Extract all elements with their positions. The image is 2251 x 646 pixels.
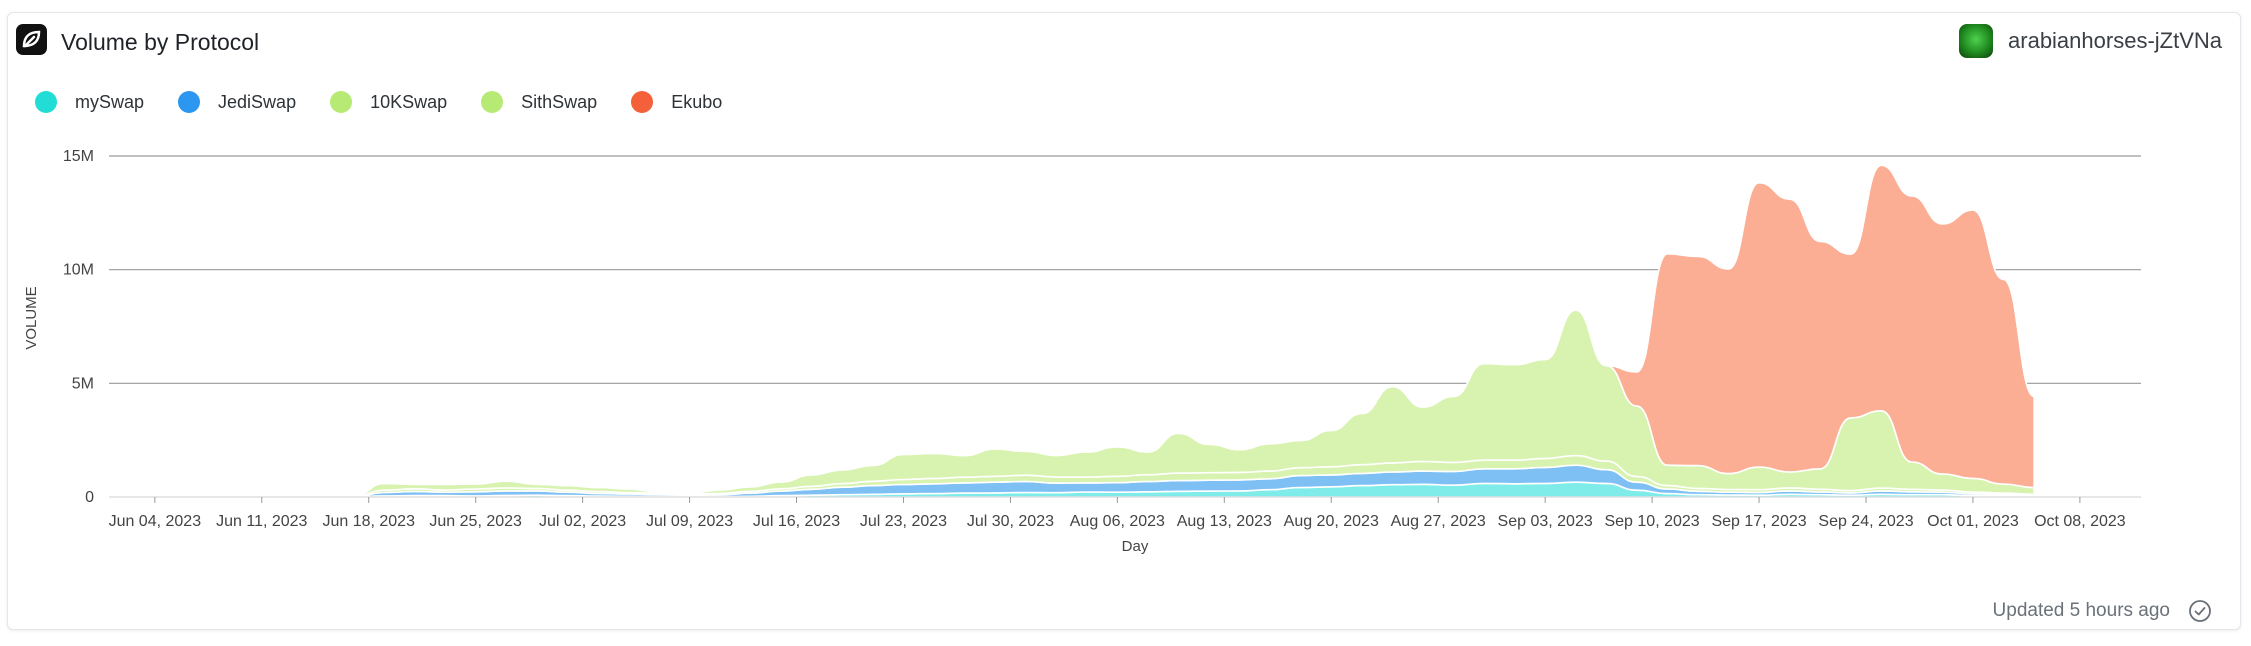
legend-label-ekubo: Ekubo (671, 91, 723, 112)
user-avatar[interactable] (1959, 24, 1994, 58)
user-badge[interactable]: arabianhorses-jZtVNa (1959, 24, 2222, 58)
app-logo-icon (16, 24, 47, 55)
x-tick-label: Sep 03, 2023 (1498, 513, 1593, 530)
x-tick-label: Jul 23, 2023 (860, 513, 947, 530)
legend-item-10kswap[interactable]: 10KSwap (330, 91, 447, 113)
chart-card: Volume by Protocol arabianhorses-jZtVNa … (7, 12, 2241, 630)
updated-timestamp: Updated 5 hours ago (1992, 600, 2170, 621)
y-tick-label: 5M (72, 375, 94, 392)
legend-dot-jediswap (178, 91, 201, 113)
legend-item-ekubo[interactable]: Ekubo (631, 91, 722, 113)
x-tick-label: Jul 09, 2023 (646, 513, 733, 530)
y-tick-label: 10M (63, 262, 94, 279)
x-tick-label: Sep 17, 2023 (1711, 513, 1806, 530)
legend-label-10kswap: 10KSwap (370, 91, 448, 112)
y-tick-label: 0 (85, 489, 94, 506)
x-tick-label: Sep 10, 2023 (1604, 513, 1699, 530)
check-circle-icon[interactable] (2188, 599, 2212, 623)
y-axis-title: VOLUME (23, 286, 40, 349)
legend-dot-sithswap (481, 91, 504, 113)
x-tick-label: Aug 06, 2023 (1070, 513, 1165, 530)
x-axis-title: Day (1122, 538, 1149, 555)
x-tick-label: Jul 30, 2023 (967, 513, 1054, 530)
x-tick-label: Jun 25, 2023 (429, 513, 522, 530)
legend-item-sithswap[interactable]: SithSwap (481, 91, 597, 113)
x-tick-label: Aug 27, 2023 (1391, 513, 1486, 530)
x-tick-label: Oct 08, 2023 (2034, 513, 2126, 530)
volume-area-chart[interactable]: 0 5M 10M 15M Jun 04, 2023 Jun 11, 2023 Jun 18,… (8, 13, 2242, 583)
x-tick-label: Jun 18, 2023 (322, 513, 415, 530)
legend-item-myswap[interactable]: mySwap (35, 91, 144, 113)
x-tick-label: Aug 20, 2023 (1284, 513, 1379, 530)
x-tick-label: Oct 01, 2023 (1927, 513, 2019, 530)
user-name[interactable]: arabianhorses-jZtVNa (2008, 28, 2222, 53)
chart-footer: Updated 5 hours ago (1993, 599, 2212, 623)
legend-dot-ekubo (631, 91, 654, 113)
legend-item-jediswap[interactable]: JediSwap (178, 91, 296, 113)
x-tick-label: Jul 16, 2023 (753, 513, 840, 530)
legend-label-sithswap: SithSwap (521, 91, 598, 112)
chart-legend: mySwap JediSwap 10KSwap SithSwap Ekubo (35, 89, 756, 115)
legend-dot-myswap (35, 91, 57, 113)
x-tick-label: Aug 13, 2023 (1177, 513, 1272, 530)
x-tick-label: Jul 02, 2023 (539, 513, 626, 530)
legend-label-jediswap: JediSwap (218, 91, 297, 112)
y-tick-label: 15M (63, 148, 94, 165)
x-tick-label: Jun 04, 2023 (109, 513, 202, 530)
legend-label-myswap: mySwap (75, 91, 145, 112)
x-tick-label: Sep 24, 2023 (1818, 513, 1913, 530)
area-series-ekubo (108, 164, 2035, 498)
x-tick-label: Jun 11, 2023 (216, 513, 307, 530)
chart-title: Volume by Protocol (61, 29, 260, 55)
legend-dot-10kswap (330, 91, 353, 113)
